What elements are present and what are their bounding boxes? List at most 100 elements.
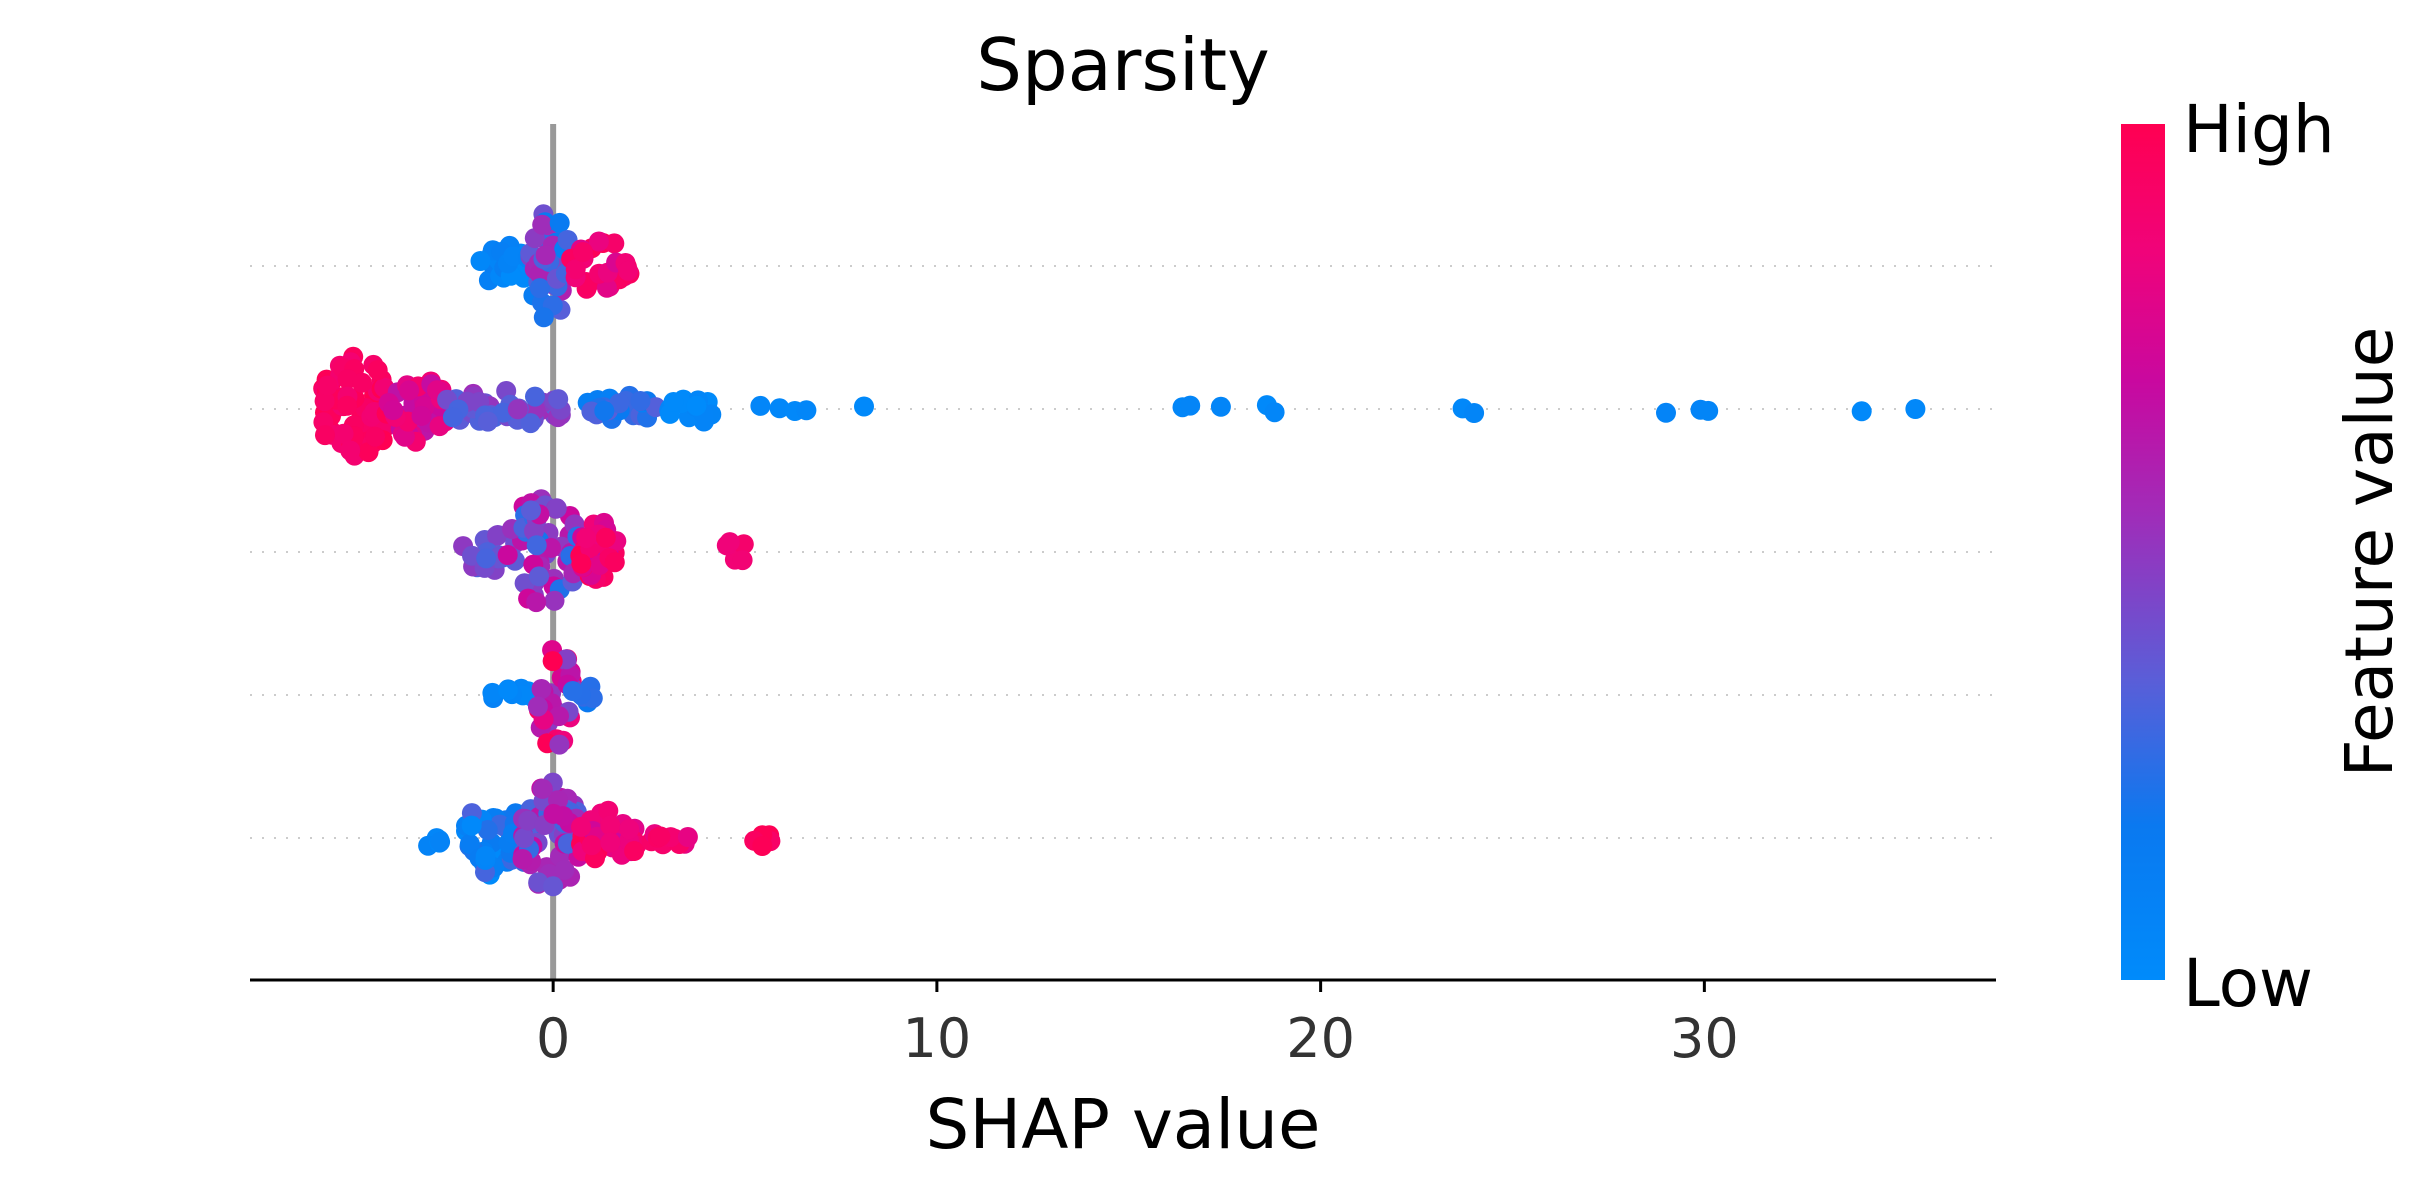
shap-point <box>518 810 539 831</box>
shap-point <box>1851 401 1872 422</box>
shap-point <box>314 391 335 412</box>
shap-point <box>796 400 817 421</box>
colorbar-high-label: High <box>2183 91 2335 168</box>
shap-point <box>520 413 541 434</box>
x-tick-label: 10 <box>903 1007 972 1070</box>
shap-point <box>854 396 874 417</box>
shap-point <box>571 816 591 837</box>
shap-point <box>487 525 508 546</box>
shap-point <box>514 828 535 848</box>
shap-point <box>475 846 496 866</box>
shap-point <box>609 393 630 414</box>
shap-point <box>461 815 482 836</box>
shap-point <box>525 386 545 407</box>
shap-point <box>512 849 533 869</box>
shap-point <box>562 681 583 701</box>
chart-title: Sparsity <box>976 23 1269 107</box>
shap-point <box>565 259 586 280</box>
shap-point <box>630 391 651 411</box>
shap-point <box>752 836 773 856</box>
shap-point <box>482 682 503 703</box>
shap-point <box>532 778 553 799</box>
colorbar-title: Feature value <box>2331 327 2408 778</box>
shap-point <box>529 566 549 587</box>
shap-point <box>571 553 592 574</box>
shap-point <box>527 696 548 717</box>
shap-point <box>430 831 451 852</box>
shap-point <box>1464 403 1485 423</box>
shap-point <box>521 500 541 521</box>
shap-point <box>365 426 386 447</box>
shap-point <box>497 545 518 565</box>
shap-point <box>411 405 432 426</box>
shap-point <box>352 372 372 393</box>
shap-point <box>1905 399 1926 419</box>
shap-point <box>549 212 570 233</box>
shap-point <box>600 832 621 853</box>
shap-point <box>317 375 338 396</box>
shap-point <box>576 528 597 549</box>
shap-point <box>526 535 547 556</box>
shap-point <box>604 552 625 573</box>
shap-point <box>618 260 639 281</box>
shap-point <box>340 440 361 461</box>
x-tick-label: 20 <box>1286 1007 1355 1070</box>
shap-point <box>367 360 388 381</box>
shap-point <box>507 399 528 420</box>
shap-point <box>732 550 753 571</box>
shap-point <box>526 592 547 613</box>
shap-point <box>600 815 621 836</box>
shap-point <box>719 532 740 553</box>
shap-point <box>604 233 625 254</box>
shap-point <box>358 442 379 463</box>
shap-point <box>581 835 602 856</box>
x-axis-ticks: 0 10 20 30 <box>536 980 1739 1070</box>
shap-point <box>543 803 564 824</box>
shap-point <box>498 680 518 701</box>
shap-point <box>470 251 491 271</box>
shap-point <box>598 800 619 821</box>
shap-point <box>477 820 498 840</box>
shap-point <box>572 242 593 262</box>
shap-point <box>383 400 404 420</box>
shap-point <box>542 651 563 672</box>
shap-point <box>394 426 415 447</box>
shap-point <box>548 389 569 410</box>
shap-point <box>442 407 463 428</box>
shap-point <box>477 411 498 432</box>
shap-point <box>619 819 640 840</box>
shap-point <box>686 395 707 416</box>
x-tick-label: 0 <box>536 1007 570 1070</box>
x-tick-label: 30 <box>1670 1007 1739 1070</box>
shap-point <box>554 859 575 880</box>
shap-point <box>531 679 552 699</box>
shap-point <box>1656 402 1676 423</box>
shap-point <box>1264 402 1285 423</box>
shap-point <box>750 395 771 416</box>
shap-point <box>543 876 564 897</box>
colorbar <box>2121 124 2165 980</box>
shap-point <box>1210 396 1231 417</box>
shap-point <box>333 423 354 444</box>
shap-point <box>588 231 609 252</box>
shap-point <box>1180 395 1201 416</box>
shap-point <box>503 246 524 267</box>
shap-point <box>595 527 616 548</box>
shap-point <box>549 706 569 727</box>
shap-point <box>663 392 684 412</box>
shap-point <box>1698 400 1719 421</box>
shap-point <box>769 398 790 419</box>
shap-point <box>677 827 698 847</box>
shap-point <box>533 307 554 328</box>
shap-point <box>546 498 567 519</box>
x-axis-label: SHAP value <box>926 1085 1321 1165</box>
shap-point <box>624 841 645 861</box>
shap-point <box>549 734 570 755</box>
shap-point <box>337 395 358 416</box>
shap-point <box>544 590 565 611</box>
shap-point <box>650 826 671 847</box>
shap-point <box>315 425 335 446</box>
shap-point <box>476 548 497 569</box>
shap-point <box>529 278 550 299</box>
